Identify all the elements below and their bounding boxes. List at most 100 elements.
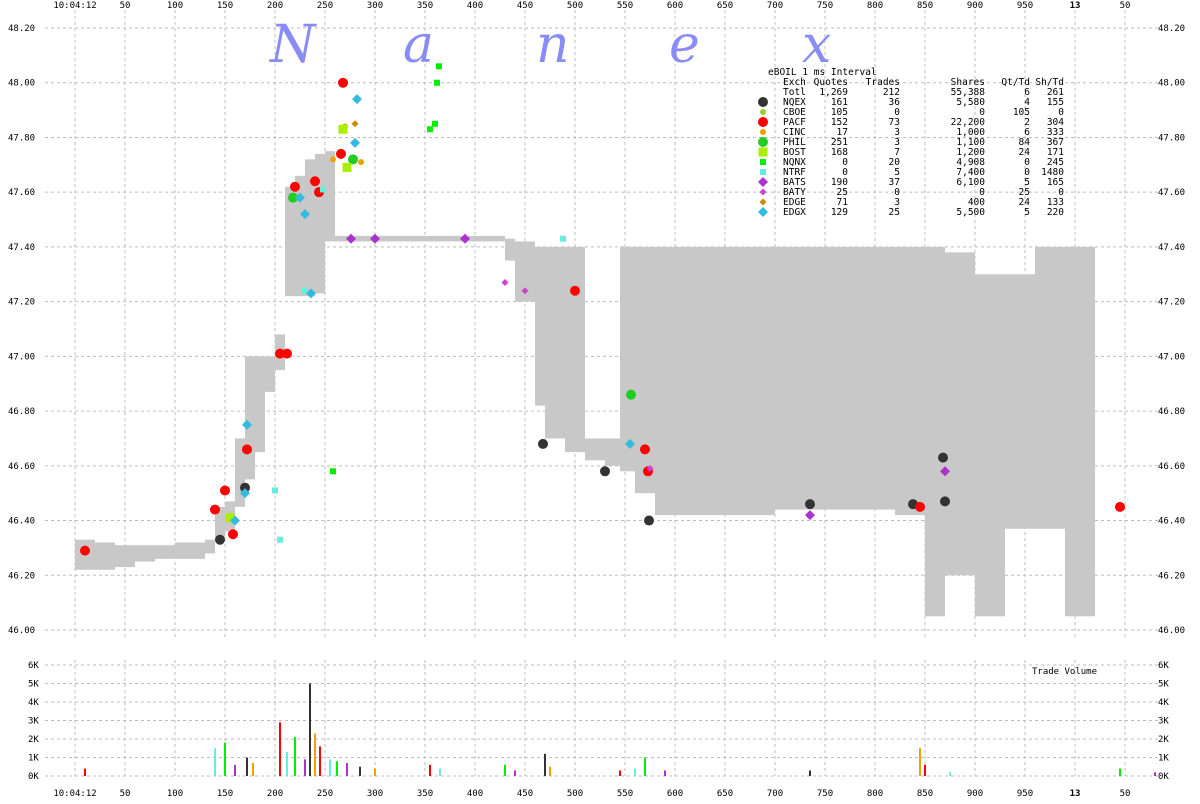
spread-band-segment [605,438,620,466]
legend-row-cell: 6,100 [956,177,985,188]
legend-header-cell: Exch [783,77,806,88]
x-tick-label: 600 [667,789,683,799]
legend-marker-baty [759,188,767,196]
data-point-pacf [282,348,292,359]
legend-row-cell: NQEX [783,97,806,108]
y-tick-label: 47.80 [1158,133,1185,143]
legend-row-cell: 1,100 [956,137,985,148]
data-point-nqex [940,496,950,507]
x-tick-label: 13 [1070,789,1081,799]
legend-row-cell: 20 [889,157,901,168]
axis-labels: 10:04:1210:04:12505010010015015020020025… [8,1,1185,799]
volume-tick-label: 4K [1158,698,1169,708]
legend-row-cell: 84 [1019,137,1031,148]
x-tick-label: 10:04:12 [53,789,96,799]
data-point-cinc [330,156,336,163]
spread-band-segment [655,246,675,516]
spread-band-segment [1065,246,1085,617]
legend-row-cell: 0 [894,187,900,198]
data-point-edgx [242,419,252,430]
y-tick-label: 47.00 [1158,352,1185,362]
spread-band-segment [215,506,225,540]
spread-band-segment [255,356,265,453]
volume-bar [374,768,376,776]
data-point-bats [940,466,950,477]
data-point-edgx [625,438,635,449]
legend-marker-edge [759,198,767,206]
legend-row-cell: 3 [894,127,900,138]
data-point-edgx [295,192,305,203]
legend-total-cell: 55,388 [951,87,986,98]
volume-bar [924,764,926,776]
x-tick-label: 300 [367,789,383,799]
volume-tick-label: 2K [1158,735,1169,745]
legend-row-cell: 251 [831,137,848,148]
legend-row-cell: 71 [837,197,849,208]
legend-title: eBOIL 1 ms Interval [768,67,877,78]
legend-row-cell: 333 [1047,127,1064,138]
legend-row-cell: 4 [1024,97,1030,108]
y-tick-label: 47.00 [8,352,35,362]
data-point-nqnx [432,120,438,127]
x-tick-label: 400 [467,1,483,11]
data-point-ntrf [272,487,278,494]
legend-marker-nqnx [760,159,766,165]
data-point-phil [626,389,636,400]
spread-band-segment [295,175,305,297]
spread-band-segment [265,356,275,392]
legend-row-cell: 0 [1024,167,1030,178]
legend-row-cell: 0 [894,107,900,118]
legend-row-cell: 168 [831,147,848,158]
x-tick-label: 500 [567,789,583,799]
volume-bar [919,748,921,776]
spread-band-segment [315,153,325,294]
legend-marker-ntrf [760,169,766,175]
data-point-pacf [338,77,348,88]
y-tick-label: 46.20 [1158,571,1185,581]
legend-row-cell: 0 [842,157,848,168]
data-point-nqnx [434,79,440,86]
x-tick-label: 650 [717,1,733,11]
legend-row-cell: 37 [889,177,900,188]
volume-bar [314,733,316,776]
legend-row-cell: 152 [831,117,848,128]
volume-tick-label: 5K [1158,680,1169,690]
volume-tick-label: 0K [28,772,39,782]
legend-row-cell: 400 [968,197,985,208]
legend-row-cell: 25 [837,187,848,198]
volume-bar [664,770,666,776]
spread-band-segment [895,246,925,516]
spread-band-segment [205,539,215,554]
y-tick-label: 46.40 [1158,517,1185,527]
legend-row-cell: 73 [889,117,900,128]
volume-bar [549,766,551,776]
x-tick-label: 200 [267,1,283,11]
data-point-pacf [290,181,300,192]
y-tick-label: 48.00 [8,79,35,89]
x-tick-label: 700 [767,1,783,11]
legend-row-cell: EDGX [783,207,806,218]
y-tick-label: 46.00 [8,626,35,636]
legend-marker-phil [758,137,768,147]
spread-band-segment [545,246,565,439]
x-tick-label: 150 [217,789,233,799]
data-point-ntrf [277,536,283,543]
legend-row-cell: CINC [783,127,806,138]
y-tick-label: 46.80 [1158,407,1185,417]
legend-total-cell: 1,269 [819,87,848,98]
data-point-nqex [215,534,225,545]
volume-bar [1119,768,1121,776]
volume-bar [294,737,296,776]
spread-band-segment [505,238,515,261]
data-point-edgx [350,137,360,148]
data-point-edgx [230,515,240,526]
x-tick-label: 950 [1017,789,1033,799]
x-tick-label: 750 [817,789,833,799]
legend-row-cell: 1,200 [956,147,985,158]
volume-bar [246,757,248,776]
spread-band-segment [975,274,1005,617]
legend-row-cell: 0 [842,167,848,178]
